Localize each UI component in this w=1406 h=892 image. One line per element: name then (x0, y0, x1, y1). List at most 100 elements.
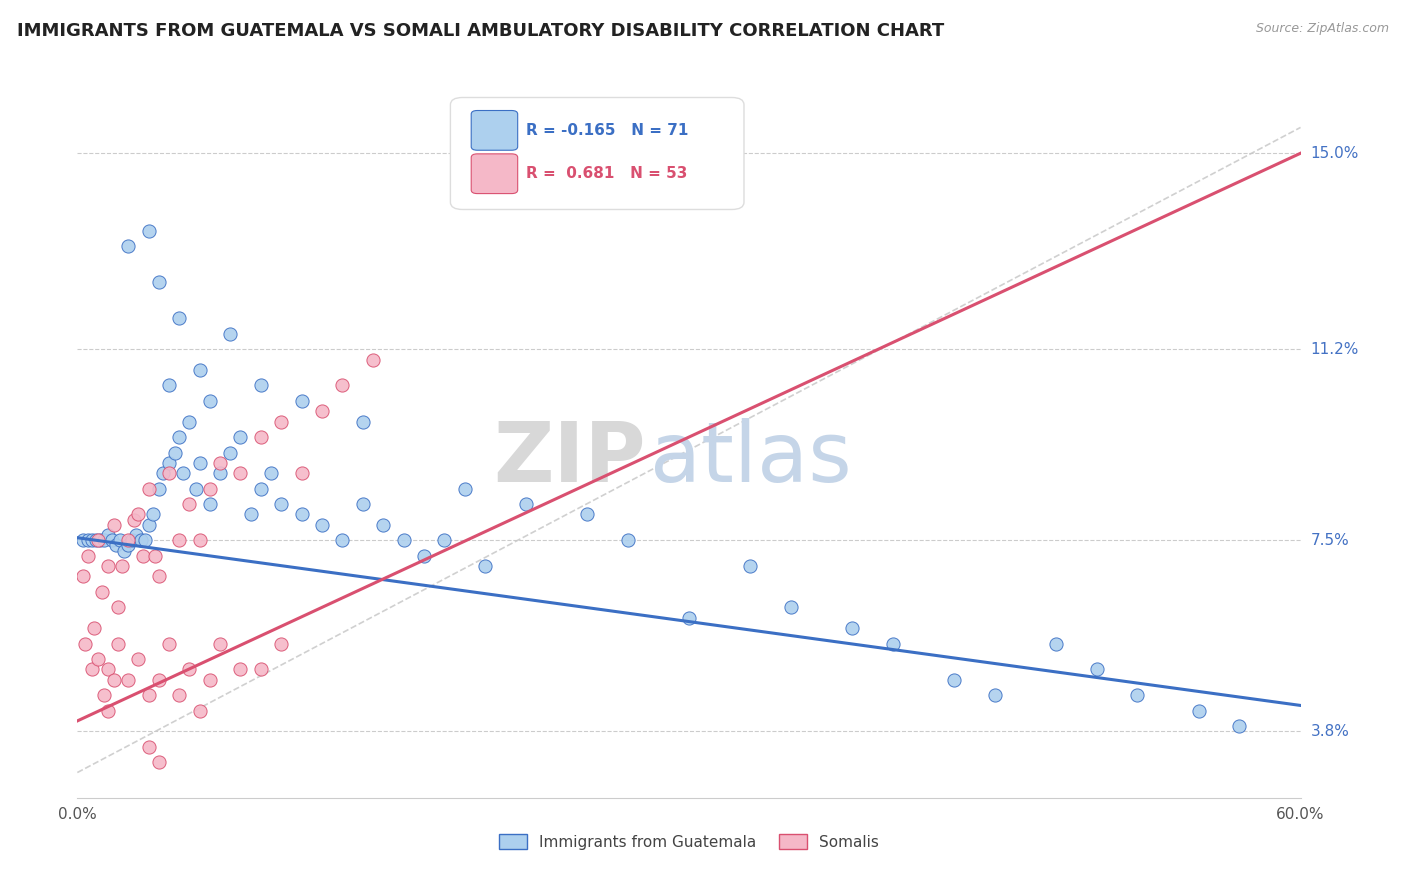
Point (97, 528, 120, 542)
Point (157, 378, 180, 392)
Point (229, 430, 252, 444)
Point (157, 466, 180, 480)
Point (179, 662, 201, 676)
Point (108, 533, 131, 548)
Point (250, 662, 273, 676)
Point (97, 559, 120, 574)
Point (1229, 719, 1251, 733)
Point (76, 533, 98, 548)
Point (148, 755, 170, 769)
Point (111, 559, 134, 574)
Text: R = -0.165   N = 71: R = -0.165 N = 71 (526, 122, 689, 137)
Point (352, 497, 374, 511)
Point (134, 533, 156, 548)
Point (169, 430, 191, 444)
Point (80, 533, 103, 548)
Point (138, 517, 160, 532)
Point (678, 610, 700, 624)
Point (984, 688, 1007, 702)
Point (1045, 636, 1067, 650)
Point (172, 466, 194, 480)
Point (270, 497, 292, 511)
Text: IMMIGRANTS FROM GUATEMALA VS SOMALI AMBULATORY DISABILITY CORRELATION CHART: IMMIGRANTS FROM GUATEMALA VS SOMALI AMBU… (17, 22, 943, 40)
Point (188, 533, 211, 548)
Point (882, 636, 904, 650)
Point (80, 662, 103, 676)
Point (617, 533, 640, 548)
Text: ZIP: ZIP (494, 418, 647, 500)
Point (131, 549, 153, 563)
Point (361, 352, 384, 367)
Point (229, 466, 252, 480)
Point (453, 482, 475, 496)
Point (198, 673, 221, 687)
Point (105, 538, 128, 552)
Point (250, 430, 273, 444)
Point (179, 415, 201, 429)
Legend: Immigrants from Guatemala, Somalis: Immigrants from Guatemala, Somalis (494, 828, 884, 855)
Point (250, 378, 273, 392)
Point (219, 326, 242, 341)
Point (148, 482, 170, 496)
Text: 11.2%: 11.2% (1310, 342, 1360, 357)
Point (165, 445, 187, 459)
Point (83, 621, 105, 635)
Point (117, 673, 139, 687)
Point (152, 466, 174, 480)
Point (290, 466, 312, 480)
Point (117, 533, 139, 548)
Point (332, 533, 354, 548)
Point (148, 275, 170, 289)
Point (208, 466, 231, 480)
Point (169, 533, 191, 548)
Point (93, 688, 115, 702)
Point (1126, 688, 1149, 702)
Point (87, 652, 110, 666)
Point (125, 528, 148, 542)
Text: Source: ZipAtlas.com: Source: ZipAtlas.com (1256, 22, 1389, 36)
Point (270, 415, 292, 429)
Point (107, 636, 129, 650)
Point (72, 533, 94, 548)
Text: R =  0.681   N = 53: R = 0.681 N = 53 (526, 166, 688, 181)
Point (138, 224, 160, 238)
Point (198, 497, 221, 511)
Point (188, 456, 211, 470)
Text: 7.5%: 7.5% (1310, 533, 1350, 548)
Text: atlas: atlas (650, 418, 852, 500)
Point (138, 482, 160, 496)
Point (157, 456, 180, 470)
Point (179, 497, 201, 511)
Point (943, 673, 966, 687)
Point (117, 538, 139, 552)
Point (352, 415, 374, 429)
FancyBboxPatch shape (471, 153, 517, 194)
Point (311, 517, 333, 532)
Point (148, 569, 170, 583)
Point (169, 688, 191, 702)
Point (1187, 704, 1209, 718)
Point (103, 517, 125, 532)
Point (142, 508, 165, 522)
Point (371, 517, 394, 532)
Point (121, 533, 143, 548)
Point (740, 559, 762, 574)
Point (112, 543, 135, 558)
Point (413, 549, 436, 563)
Point (208, 456, 231, 470)
Point (169, 311, 191, 326)
Point (117, 239, 139, 253)
Point (127, 652, 149, 666)
Point (515, 497, 537, 511)
Point (1085, 662, 1108, 676)
Point (84, 533, 107, 548)
Text: 3.8%: 3.8% (1310, 723, 1350, 739)
Point (290, 508, 312, 522)
FancyBboxPatch shape (450, 97, 744, 210)
Point (107, 600, 129, 615)
Point (250, 482, 273, 496)
Point (188, 704, 211, 718)
Point (97, 704, 120, 718)
Point (89, 533, 111, 548)
Point (270, 636, 292, 650)
